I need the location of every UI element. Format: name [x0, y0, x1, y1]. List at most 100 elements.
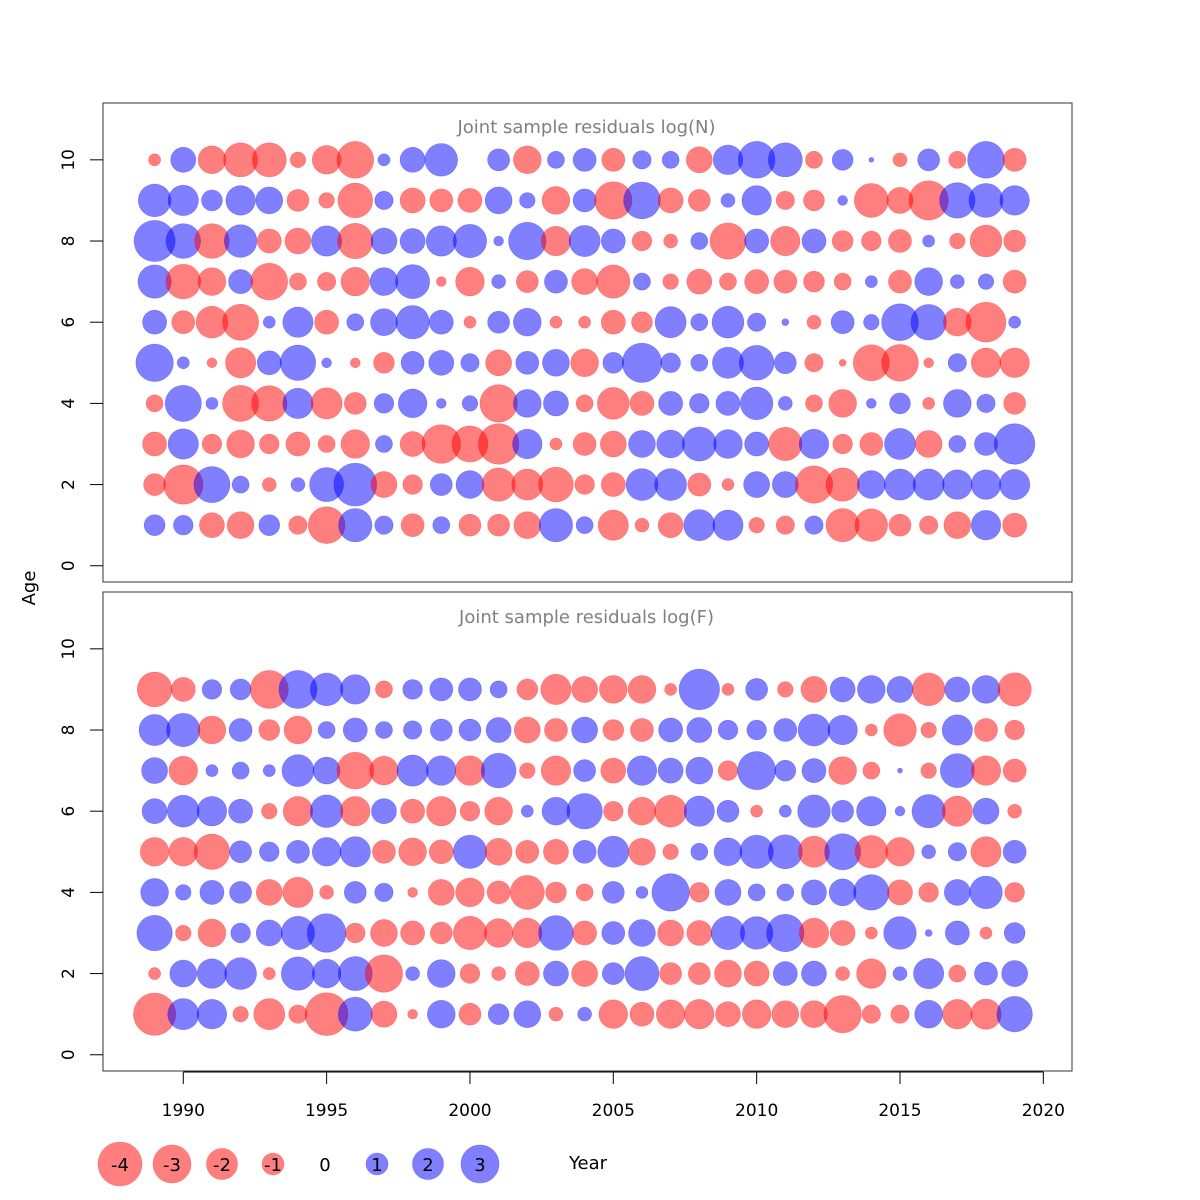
residual-bubble	[829, 920, 856, 946]
residual-bubble	[744, 431, 769, 457]
residual-bubble	[206, 357, 218, 369]
residual-bubble	[399, 146, 426, 173]
residual-bubble	[888, 269, 912, 294]
residual-bubble	[918, 882, 939, 903]
residual-bubble	[970, 836, 1002, 868]
residual-bubble	[1007, 803, 1022, 819]
residual-bubble	[398, 837, 427, 867]
residual-bubble	[338, 508, 373, 543]
residual-bubble	[914, 999, 943, 1029]
residual-bubble	[745, 678, 768, 701]
residual-bubble	[797, 713, 831, 747]
residual-bubble	[145, 394, 164, 413]
residual-bubble	[597, 835, 630, 868]
residual-bubble	[317, 721, 336, 739]
residual-bubble	[864, 723, 878, 737]
residual-bubble	[657, 757, 684, 784]
residual-bubble	[250, 262, 288, 301]
residual-bubble	[140, 878, 169, 907]
residual-bubble	[657, 512, 684, 539]
residual-bubble	[197, 918, 227, 948]
residual-bubble	[801, 758, 827, 783]
residual-bubble	[1001, 960, 1028, 987]
residual-bubble	[864, 926, 878, 940]
residual-bubble	[689, 393, 710, 414]
residual-bubble	[748, 517, 765, 534]
residual-bubble	[230, 922, 251, 944]
residual-bubble	[516, 678, 539, 701]
residual-bubble	[683, 795, 715, 827]
residual-bubble	[803, 270, 825, 293]
residual-bubble	[255, 919, 283, 947]
residual-bubble	[142, 431, 167, 457]
residual-bubble	[167, 184, 199, 216]
residual-bubble	[686, 920, 713, 946]
residual-bubble	[683, 509, 716, 542]
residual-bubble	[979, 926, 993, 940]
residual-bubble	[336, 751, 374, 790]
residual-bubble	[407, 1008, 418, 1020]
residual-bubble	[861, 1004, 881, 1024]
residual-bubble	[768, 427, 803, 461]
residual-bubble	[827, 714, 858, 746]
residual-bubble	[965, 301, 1007, 343]
residual-bubble	[196, 796, 228, 827]
residual-bubble	[994, 423, 1036, 465]
residual-bubble	[866, 398, 877, 409]
residual-bubble	[544, 718, 568, 742]
residual-bubble	[771, 471, 799, 498]
residual-bubble	[678, 668, 720, 711]
residual-bubble	[228, 718, 253, 742]
panel-title: Joint sample residuals log(F)	[458, 607, 714, 628]
residual-bubble	[201, 433, 223, 455]
residual-bubble	[196, 999, 228, 1030]
residual-bubble	[917, 148, 940, 172]
residual-bubble	[370, 308, 398, 336]
residual-bubble	[397, 388, 428, 419]
residual-bubble	[712, 346, 744, 379]
x-axis-label: Year	[568, 1153, 608, 1174]
residual-bubble	[630, 718, 654, 742]
residual-bubble	[573, 759, 596, 782]
residual-bubble	[286, 189, 310, 212]
residual-bubble	[337, 996, 373, 1032]
residual-bubble	[688, 189, 711, 212]
residual-bubble	[1002, 147, 1027, 172]
residual-bubble	[229, 678, 252, 701]
legend-label: 0	[319, 1155, 330, 1176]
residual-bubble	[714, 879, 742, 906]
residual-bubble	[311, 225, 343, 257]
residual-bubble	[681, 426, 717, 462]
residual-bubble	[170, 146, 197, 173]
residual-bubble	[513, 511, 542, 539]
residual-bubble	[950, 274, 965, 289]
residual-bubble	[549, 315, 563, 329]
residual-bubble	[740, 386, 774, 421]
y-tick-label: 10	[59, 638, 79, 660]
residual-bubble	[1008, 315, 1021, 329]
residual-bubble	[890, 1004, 910, 1024]
residual-bubble	[400, 920, 425, 946]
residual-bubble	[911, 794, 946, 829]
residual-bubble	[628, 430, 656, 458]
residual-bubble	[259, 433, 280, 455]
residual-bubble	[548, 1006, 564, 1022]
residual-bubble	[258, 719, 281, 741]
residual-bubble	[484, 186, 513, 215]
residual-bubble	[176, 356, 190, 370]
residual-bubble	[193, 833, 230, 870]
residual-bubble	[256, 228, 282, 254]
residual-bubble	[508, 221, 547, 261]
residual-bubble	[948, 964, 967, 983]
residual-bubble	[600, 228, 626, 254]
residual-bubble	[201, 679, 223, 700]
residual-bubble	[944, 879, 971, 906]
residual-bubble	[283, 715, 313, 745]
residual-bubble	[425, 225, 457, 257]
residual-bubble	[626, 755, 658, 786]
residual-bubble	[543, 390, 569, 417]
residual-bubble	[343, 392, 367, 415]
residual-bubble	[687, 472, 712, 497]
residual-bubble	[577, 1006, 592, 1022]
residual-bubble	[912, 468, 945, 501]
